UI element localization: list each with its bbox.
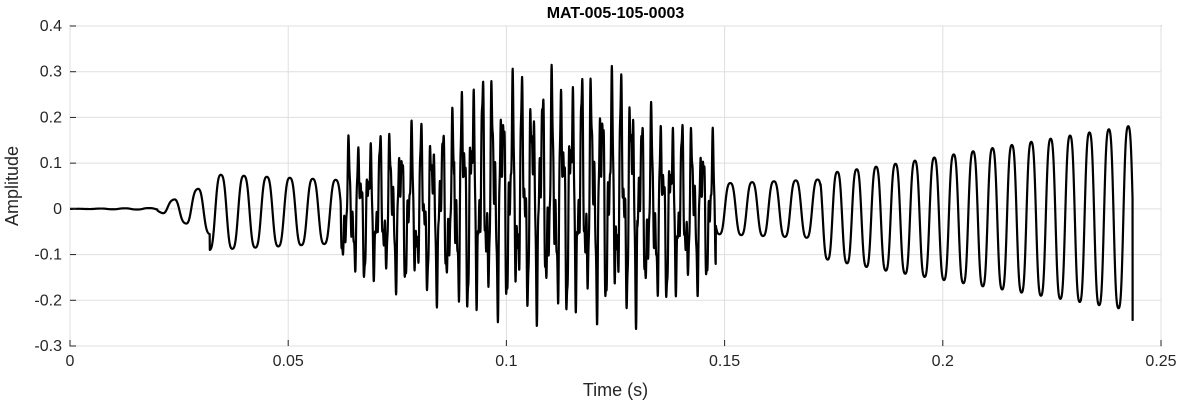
y-tick-label: 0.1	[40, 155, 62, 172]
chart-title: MAT-005-105-0003	[547, 5, 685, 22]
y-tick-label: -0.3	[34, 338, 62, 355]
y-tick-label: 0.2	[40, 109, 62, 126]
x-tick-label: 0.2	[932, 353, 954, 370]
y-tick-label: -0.2	[34, 292, 62, 309]
gridlines	[69, 25, 1162, 347]
y-tick-label: 0.4	[40, 18, 62, 35]
y-tick-label: 0.3	[40, 64, 62, 81]
y-axis-label: Amplitude	[2, 146, 22, 226]
x-tick-label: 0	[66, 353, 75, 370]
plot-frame	[69, 25, 1162, 347]
y-tick-label: 0	[53, 201, 62, 218]
x-tick-label: 0.25	[1145, 353, 1176, 370]
x-tick-label: 0.05	[273, 353, 304, 370]
x-tick-label: 0.1	[495, 353, 517, 370]
x-axis-label: Time (s)	[583, 380, 648, 400]
x-tick-label: 0.15	[709, 353, 740, 370]
y-tick-label: -0.1	[34, 247, 62, 264]
ticks: 0 0.05 0.1 0.15 0.2 0.25 -0.3 -0.2 -0.1 0 0.1 0.2 0.…	[34, 18, 1176, 370]
signal-line	[69, 63, 1134, 331]
